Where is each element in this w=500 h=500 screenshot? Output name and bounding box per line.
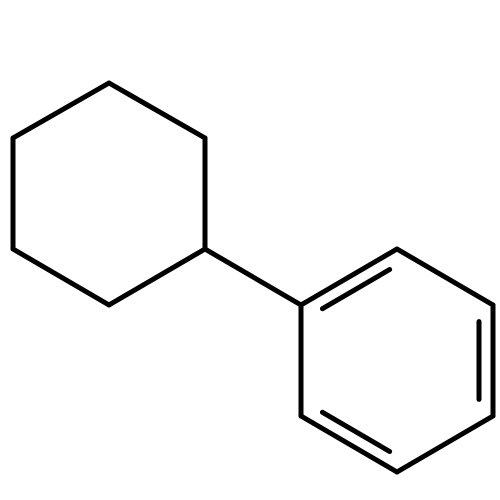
molecule-diagram — [0, 0, 500, 500]
